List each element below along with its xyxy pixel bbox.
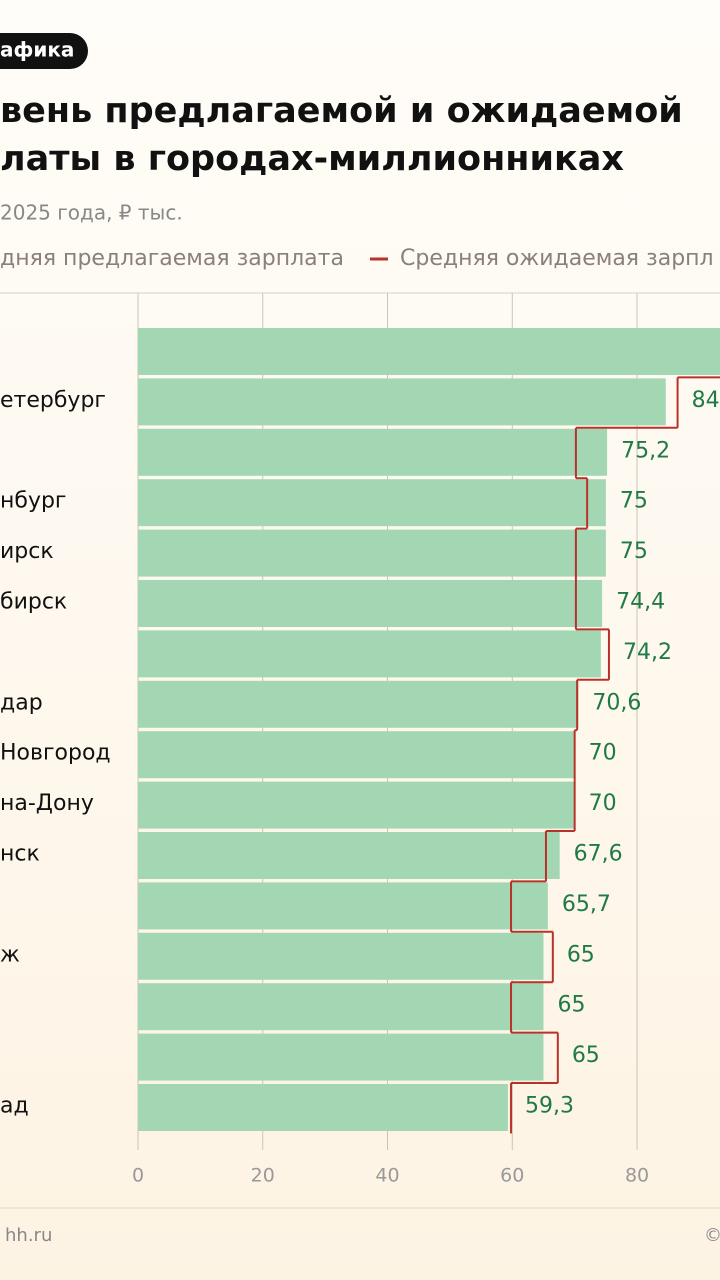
legend-label: Средняя ожидаемая зарпл [400, 246, 714, 271]
category-label: ирск [0, 539, 54, 564]
value-label: 67,6 [574, 842, 623, 867]
x-tick-label: 60 [500, 1165, 524, 1187]
value-label: 75 [620, 539, 648, 564]
x-tick-label: 40 [375, 1165, 399, 1187]
category-label: ж [0, 942, 20, 967]
bar [138, 680, 579, 728]
category-label: етербург [0, 388, 106, 413]
copyright: © [704, 1225, 720, 1246]
title-line: латы в городах-миллионниках [0, 139, 624, 179]
bar [138, 580, 603, 627]
value-label: 65 [567, 942, 595, 967]
value-label: 84, [692, 388, 720, 413]
bar [138, 882, 548, 930]
value-label: 65 [557, 993, 585, 1018]
value-label: 70 [589, 791, 617, 816]
category-label: дар [0, 690, 43, 715]
category-label: ад [0, 1094, 29, 1119]
value-label: 70 [589, 741, 617, 766]
x-tick-label: 80 [625, 1165, 649, 1187]
bar [138, 1084, 508, 1131]
bar [138, 731, 575, 779]
source: hh.ru [5, 1225, 52, 1246]
x-tick-label: 20 [251, 1165, 275, 1187]
bar [138, 630, 601, 678]
x-tick-label: 0 [132, 1165, 144, 1187]
category-label: бирск [0, 590, 67, 615]
value-label: 75,2 [621, 438, 670, 463]
subtitle: 2025 года, ₽ тыс. [0, 201, 183, 225]
legend-label: дняя предлагаемая зарплата [0, 246, 344, 271]
bar [138, 932, 544, 980]
value-label: 65,7 [562, 892, 611, 917]
value-label: 74,4 [616, 590, 665, 615]
category-label: нск [0, 842, 40, 867]
value-label: 59,3 [525, 1094, 574, 1119]
value-label: 70,6 [592, 690, 641, 715]
value-label: 74,2 [623, 640, 672, 665]
bar [138, 428, 608, 476]
tag-pill [0, 33, 88, 69]
value-label: 65 [572, 1043, 600, 1068]
value-label: 75 [620, 489, 648, 514]
bar [138, 983, 544, 1031]
title-line: вень предлагаемой и ожидаемой [0, 91, 683, 131]
bar [138, 781, 575, 829]
tag: афика [0, 38, 74, 62]
bar [138, 529, 606, 577]
bar [138, 378, 666, 426]
category-label: нбург [0, 489, 67, 514]
bar [138, 479, 606, 527]
bar [138, 832, 560, 879]
bar [138, 328, 720, 375]
category-label: Новгород [0, 741, 111, 766]
bar [138, 1033, 544, 1081]
category-label: на-Дону [0, 791, 94, 816]
